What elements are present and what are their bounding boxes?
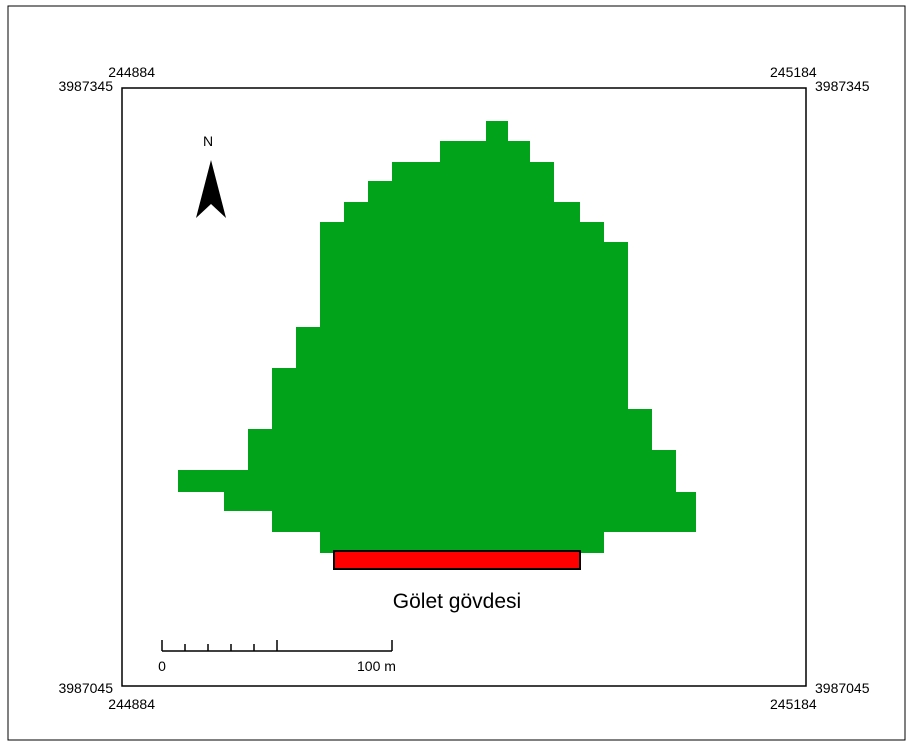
- north-label: N: [203, 133, 213, 149]
- scale-start: 0: [158, 658, 166, 674]
- scale-bar: [161, 640, 393, 652]
- north-arrow-right: [211, 160, 226, 218]
- coord-label: 3987345: [58, 78, 113, 94]
- coord-label: 3987345: [815, 78, 870, 94]
- catchment-area: [178, 121, 696, 553]
- coord-label: 3987045: [815, 680, 870, 696]
- north-arrow-left: [196, 160, 211, 218]
- dam-body: [333, 550, 581, 570]
- scale-end: 100 m: [357, 658, 396, 674]
- coord-label: 3987045: [58, 680, 113, 696]
- coord-label: 244884: [108, 64, 155, 80]
- coord-label: 244884: [108, 696, 155, 712]
- coord-label: 245184: [770, 64, 817, 80]
- coord-label: 245184: [770, 696, 817, 712]
- feature-label: Gölet gövdesi: [393, 590, 521, 613]
